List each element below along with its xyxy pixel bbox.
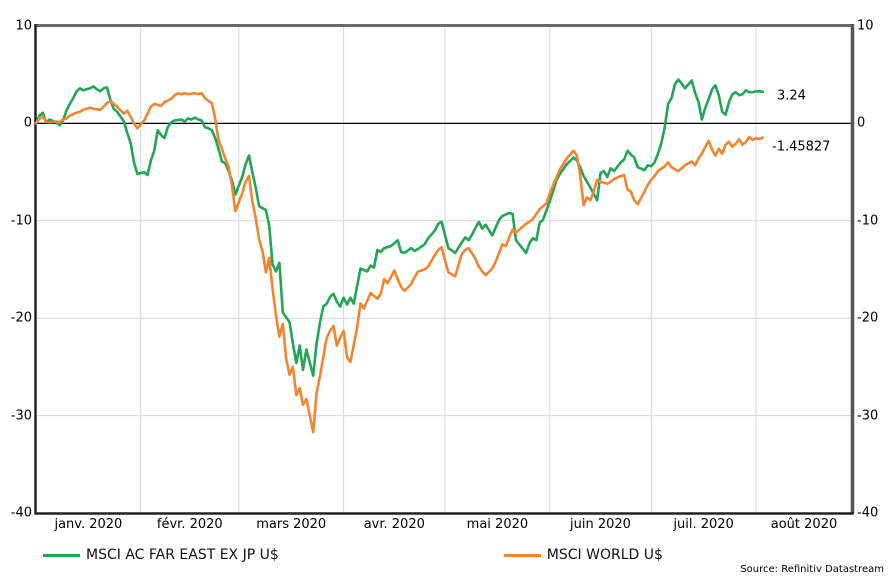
source-credit: Source: Refinitiv Datastream bbox=[740, 564, 884, 575]
series-line-far-east bbox=[34, 78, 765, 378]
x-month-label: mars 2020 bbox=[256, 517, 327, 532]
x-month-label: juil. 2020 bbox=[673, 517, 734, 532]
y-tick-label-right: 0 bbox=[857, 115, 866, 131]
legend-item-world: MSCI WORLD U$ bbox=[503, 547, 663, 563]
legend: MSCI AC FAR EAST EX JP U$ MSCI WORLD U$ bbox=[43, 546, 663, 564]
end-value-label-world: -1.45827 bbox=[772, 139, 831, 155]
y-tick-label-right: -10 bbox=[857, 213, 879, 229]
end-value-label-far-east: 3.24 bbox=[777, 88, 806, 104]
y-tick-label-right: -30 bbox=[857, 408, 879, 424]
y-tick-label-right: 10 bbox=[857, 18, 874, 34]
legend-item-far-east: MSCI AC FAR EAST EX JP U$ bbox=[43, 547, 279, 563]
x-month-label: janv. 2020 bbox=[54, 517, 123, 532]
y-tick-label-left: -30 bbox=[10, 408, 32, 424]
y-tick-label-left: -20 bbox=[10, 310, 32, 326]
far-east-line-swatch bbox=[43, 553, 80, 557]
x-month-label: mai 2020 bbox=[466, 517, 529, 532]
y-tick-label-left: -40 bbox=[10, 505, 32, 521]
x-month-label: juin 2020 bbox=[570, 517, 631, 532]
legend-label-world: MSCI WORLD U$ bbox=[546, 547, 663, 563]
x-month-label: avr. 2020 bbox=[363, 517, 425, 532]
x-month-label: févr. 2020 bbox=[156, 517, 223, 532]
series-line-world bbox=[34, 91, 765, 434]
y-tick-label-right: -20 bbox=[857, 310, 879, 326]
world-line-swatch bbox=[503, 553, 541, 557]
y-tick-label-left: 0 bbox=[23, 115, 32, 131]
y-tick-label-left: -10 bbox=[10, 213, 32, 229]
x-month-label: août 2020 bbox=[770, 517, 838, 532]
legend-label-far-east: MSCI AC FAR EAST EX JP U$ bbox=[86, 547, 279, 563]
y-tick-label-left: 10 bbox=[15, 18, 32, 34]
y-tick-label-right: -40 bbox=[857, 505, 879, 521]
